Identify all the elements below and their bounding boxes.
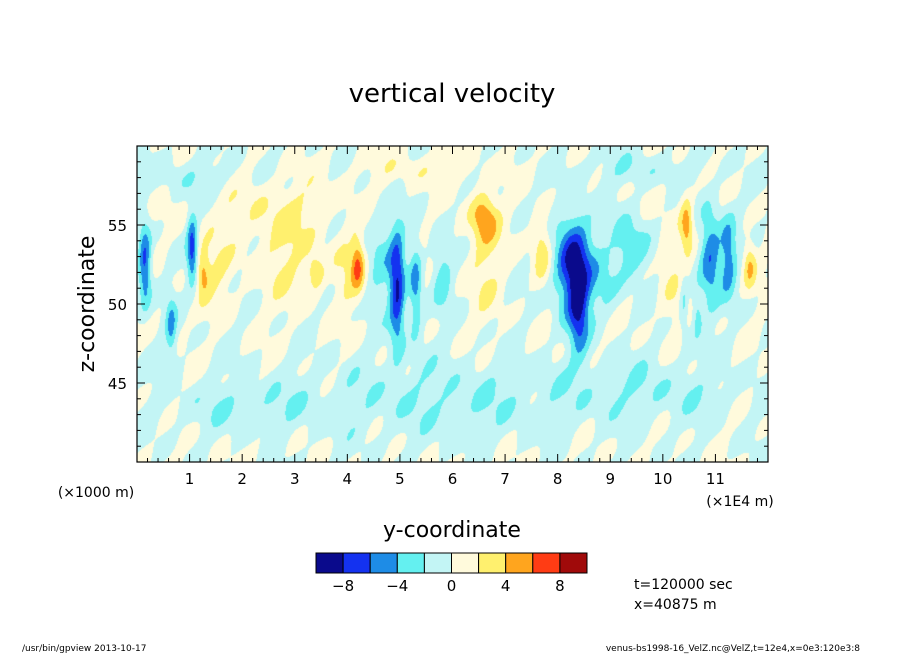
position-annotation: x=40875 m: [634, 597, 717, 613]
colorbar-swatch: [342, 552, 371, 574]
y-axis-label: z-coordinate: [75, 236, 100, 373]
colorbar-swatch: [396, 552, 425, 574]
x-tick-label: 8: [553, 470, 563, 488]
y-tick-label: 50: [108, 296, 127, 314]
time-annotation: t=120000 sec: [634, 577, 733, 593]
colorbar-tick-label: 8: [555, 577, 565, 595]
x-tick-label: 9: [605, 470, 615, 488]
y-tick-label: 45: [108, 375, 127, 393]
colorbar-swatch: [315, 552, 344, 574]
plot-area: [137, 146, 768, 462]
colorbar-swatch: [478, 552, 507, 574]
colorbar-swatch: [369, 552, 398, 574]
x-tick-label: 5: [395, 470, 405, 488]
x-tick-label: 1: [185, 470, 195, 488]
colorbar-swatch: [505, 552, 534, 574]
colorbar: [315, 552, 588, 574]
chart-title: vertical velocity: [349, 79, 556, 109]
footer-right: venus-bs1998-16_VelZ.nc@VelZ,t=12e4,x=0e…: [606, 644, 860, 654]
colorbar-swatch: [559, 552, 588, 574]
x-tick-label: 10: [653, 470, 672, 488]
x-tick-label: 4: [343, 470, 353, 488]
x-tick-label: 11: [706, 470, 725, 488]
x-tick-label: 2: [237, 470, 247, 488]
heatmap-image: [137, 146, 768, 462]
colorbar-swatch: [423, 552, 452, 574]
x-axis: 1 2 3 4 5 6 7 8 9 10 11: [136, 146, 769, 488]
x-unit-right: (×1E4 m): [706, 494, 773, 510]
y-axis: 45 50 55: [108, 145, 768, 463]
colorbar-swatch: [532, 552, 561, 574]
colorbar-tick-label: 4: [501, 577, 511, 595]
colorbar-tick-label: 0: [447, 577, 457, 595]
x-axis-label: y-coordinate: [383, 518, 521, 543]
footer-left: /usr/bin/gpview 2013-10-17: [22, 644, 146, 654]
colorbar-tick-label: −4: [386, 577, 408, 595]
colorbar-tick-label: −8: [332, 577, 354, 595]
x-tick-label: 3: [290, 470, 300, 488]
y-tick-label: 55: [108, 217, 127, 235]
x-tick-label: 7: [500, 470, 510, 488]
colorbar-swatch: [451, 552, 480, 574]
x-tick-label: 6: [448, 470, 458, 488]
x-unit-left: (×1000 m): [58, 485, 134, 501]
colorbar-tick-labels: −8 −4 0 4 8: [332, 577, 565, 595]
